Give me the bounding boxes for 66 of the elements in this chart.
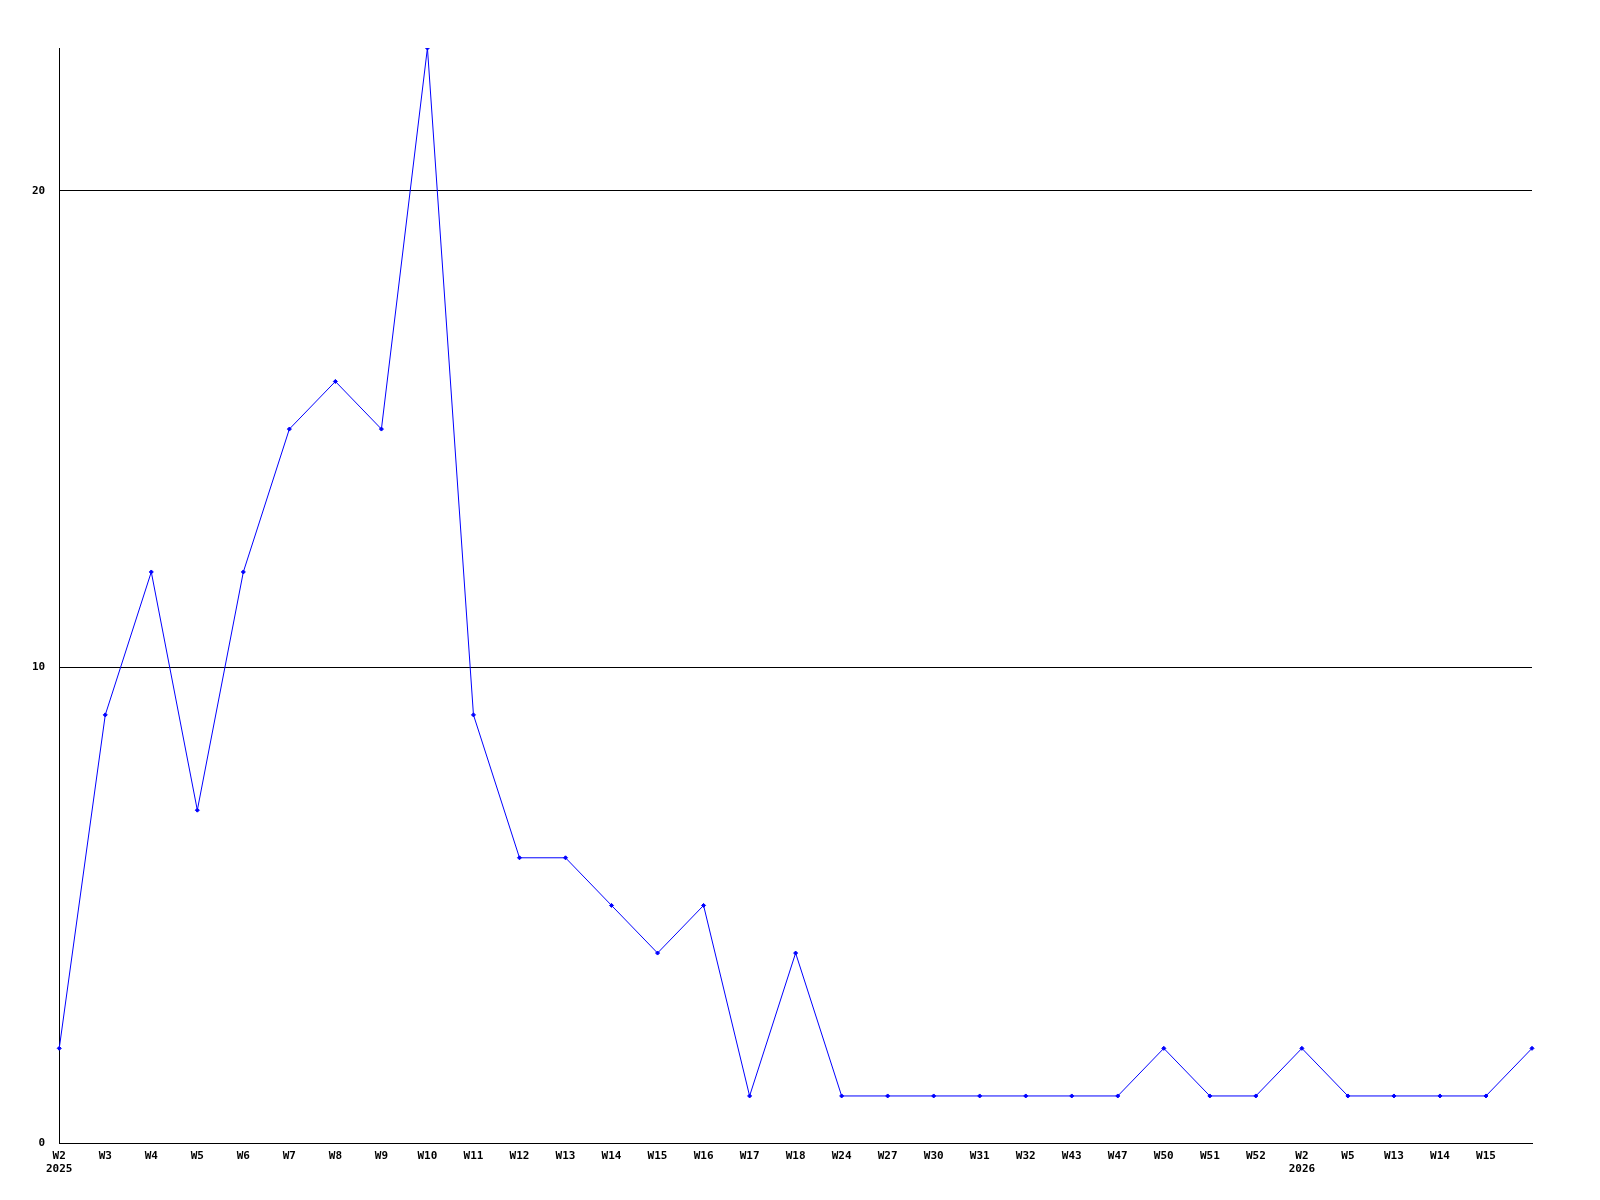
point [1069,1093,1075,1099]
point [563,855,569,861]
point [1299,1045,1305,1051]
point [286,426,292,432]
x-tick-label: W16 [693,1149,714,1163]
y-tick-label: 0 [38,1136,46,1150]
x-tick-label: W14 [601,1149,622,1163]
x-tick-label: W18 [785,1149,806,1163]
x-tick-label: W6 [236,1149,251,1163]
point [102,712,108,718]
point [1115,1093,1121,1099]
point [1023,1093,1029,1099]
point [1161,1045,1167,1051]
x-tick-label: W15 [1476,1149,1496,1163]
point [655,950,661,956]
x-tick-label: W7 [282,1149,296,1163]
point [1437,1093,1443,1099]
point [1345,1093,1351,1099]
x-tick-label: W52 [1245,1149,1266,1163]
x-tick-label: W32 [1015,1149,1036,1163]
x-tick-label: W50 [1153,1149,1174,1163]
x-tick-label: W5 [190,1149,204,1163]
x-tick-label: W15 [647,1149,668,1163]
x-tick-label: W30 [923,1149,944,1163]
y-tick-label: 20 [32,183,46,197]
x-tick-label: W11 [463,1149,484,1163]
x-tick-label: W47 [1107,1149,1128,1163]
point [516,855,522,861]
x-tick-label: W4 [144,1149,159,1163]
point [332,378,338,384]
point [378,426,384,432]
x-tick-label: W3 [98,1149,112,1163]
point [977,1093,983,1099]
point [609,902,615,908]
point [470,712,476,718]
y-tick-label: 10 [32,660,46,674]
x-tick-label: W10 [417,1149,438,1163]
x-tick-label: W13 [1383,1149,1404,1163]
point [1253,1093,1259,1099]
x-tick-label: W2 2025 [46,1149,73,1176]
point [56,1045,62,1051]
point [747,1093,753,1099]
x-tick-label: W2 2026 [1288,1149,1316,1176]
x-tick-label: W8 [328,1149,343,1163]
point [148,569,154,575]
x-tick-label: W17 [739,1149,760,1163]
x-tick-label: W31 [969,1149,991,1163]
point [931,1093,937,1099]
point [1207,1093,1213,1099]
x-tick-label: W51 [1199,1149,1221,1163]
x-tick-label: W5 [1341,1149,1355,1163]
point [240,569,246,575]
point [194,807,200,813]
x-tick-label: W14 [1430,1149,1451,1163]
point [701,902,707,908]
x-tick-label: W43 [1061,1149,1082,1163]
x-tick-label: W12 [509,1149,530,1163]
point [885,1093,891,1099]
x-tick-label: W24 [831,1149,852,1163]
point [839,1093,845,1099]
x-tick-label: W13 [555,1149,576,1163]
point [793,950,799,956]
x-tick-label: W27 [877,1149,898,1163]
point [1529,1045,1535,1051]
x-tick-label: W9 [374,1149,389,1163]
point [1391,1093,1397,1099]
